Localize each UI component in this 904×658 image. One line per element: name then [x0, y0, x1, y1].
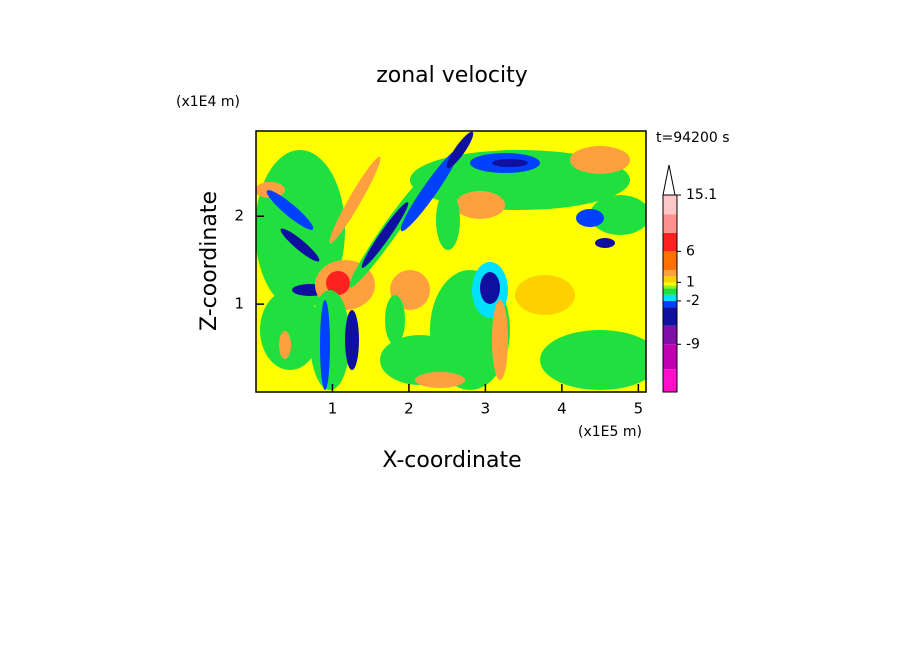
field-region: [385, 295, 405, 345]
field-region: [361, 202, 409, 268]
field-region: [260, 290, 320, 370]
colorbar-bin: [663, 269, 677, 277]
field-region: [576, 209, 604, 227]
colorbar-tick-label: 6: [686, 243, 695, 259]
field-region: [455, 191, 505, 219]
x-tick-label: 4: [557, 400, 567, 418]
field-region: [436, 190, 460, 250]
colorbar-bin: [663, 285, 677, 289]
colorbar-frame: [662, 194, 678, 393]
colorbar-bin: [663, 344, 677, 370]
colorbar-tick-label: -9: [686, 336, 700, 352]
colorbar-extension: [662, 164, 676, 196]
contour-field: [256, 131, 646, 392]
field-region: [492, 159, 528, 167]
field-region: [515, 275, 575, 315]
plot-frame: [255, 130, 647, 393]
x-tick-label: 1: [328, 400, 338, 418]
x-tick-label: 2: [404, 400, 414, 418]
field-region: [320, 300, 330, 390]
colorbar-bin: [663, 214, 677, 233]
field-region: [329, 156, 381, 244]
field-region: [570, 146, 630, 174]
colorbar-bin: [663, 325, 677, 345]
field-region: [279, 331, 291, 359]
field-region: [280, 228, 320, 262]
field-region: [345, 310, 359, 370]
colorbar-tick-label: 1: [686, 274, 695, 290]
colorbar-bin: [663, 232, 677, 252]
chart-title: zonal velocity: [376, 63, 528, 88]
colorbar-bin: [663, 369, 677, 392]
y-unit: (x1E4 m): [176, 94, 240, 110]
colorbar-tick-label: 15.1: [686, 187, 717, 203]
field-region: [446, 131, 474, 169]
field-region: [480, 272, 500, 304]
y-axis-label: Z-coordinate: [197, 191, 222, 331]
colorbar-tick-label: -2: [686, 293, 700, 309]
colorbar-bin: [663, 282, 677, 286]
field-region: [540, 330, 646, 390]
colorbar-bin: [663, 276, 677, 283]
field-region: [326, 271, 350, 295]
time-annotation: t=94200 s: [656, 130, 730, 146]
field-region: [595, 238, 615, 248]
y-tick-label: 1: [234, 295, 244, 313]
colorbar-bin: [663, 294, 677, 301]
colorbar-bin: [663, 195, 677, 215]
colorbar-bin: [663, 251, 677, 270]
field-region: [400, 148, 460, 232]
colorbar-bin: [663, 288, 677, 295]
field-region: [415, 372, 465, 388]
field-region: [266, 190, 314, 230]
x-tick-label: 5: [634, 400, 644, 418]
colorbar-bin: [663, 307, 677, 326]
x-tick-label: 3: [481, 400, 491, 418]
colorbar-bin: [663, 300, 677, 308]
x-axis-label: X-coordinate: [382, 448, 521, 473]
field-region: [590, 195, 646, 235]
y-tick-label: 2: [234, 207, 244, 225]
x-unit: (x1E5 m): [578, 424, 642, 440]
field-region: [492, 300, 508, 380]
field-region: [310, 290, 350, 390]
